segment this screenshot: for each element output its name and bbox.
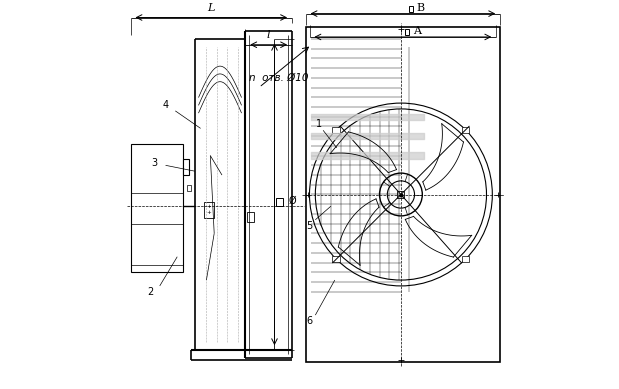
Text: B: B [417,3,425,13]
Text: 4: 4 [163,100,168,110]
Bar [204,202,214,218]
Bar [306,27,500,362]
Bar [131,144,183,272]
Text: A: A [413,26,420,36]
Text: l: l [267,30,271,40]
Text: 1: 1 [316,119,322,130]
Bar [332,256,340,262]
Text: 6: 6 [306,316,313,326]
Bar [397,191,404,198]
Text: n  отв. Ø10: n отв. Ø10 [249,73,309,83]
Bar [332,127,340,133]
Text: L: L [207,3,215,13]
Text: 5: 5 [306,221,313,231]
Text: 3: 3 [151,158,157,168]
Bar [462,256,469,262]
Bar [405,29,410,35]
Bar [409,6,413,12]
Text: 2: 2 [147,287,153,297]
Text: Ø: Ø [288,195,296,205]
Bar [183,159,189,175]
Bar [277,198,284,206]
Text: +
+: + + [207,204,212,215]
Bar [247,212,254,222]
Bar [462,127,469,133]
Bar [187,185,191,191]
